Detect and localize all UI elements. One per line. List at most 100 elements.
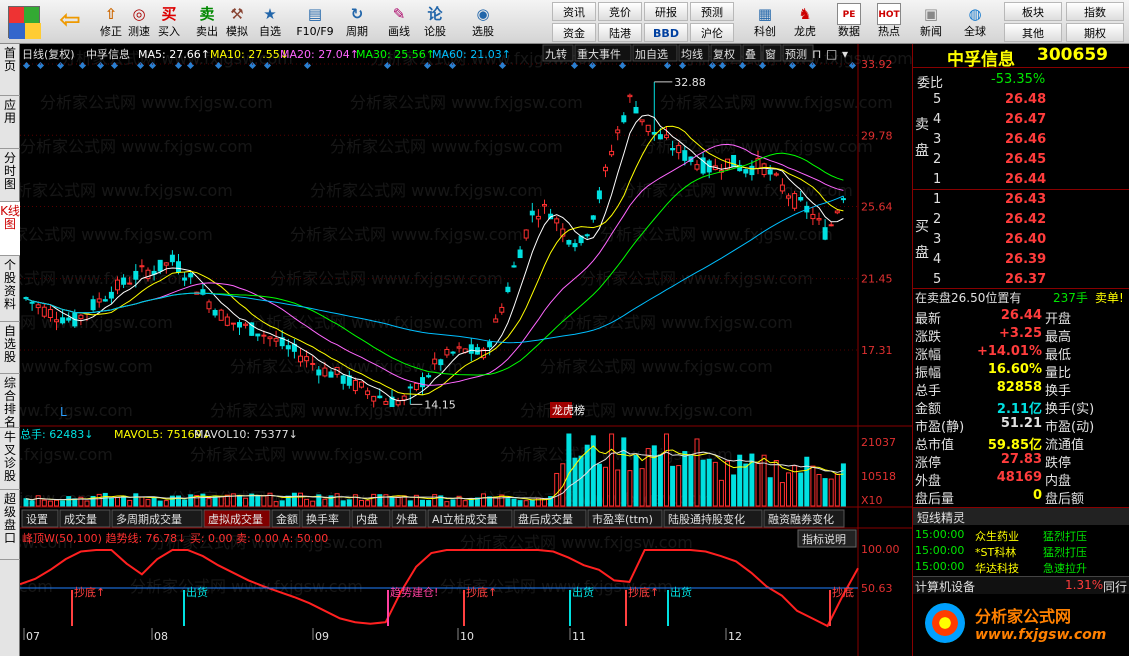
indicator-help-button[interactable]: 指标说明: [797, 529, 857, 548]
tech-button[interactable]: ▦ 科创: [746, 1, 784, 43]
header-tool-2[interactable]: 加自选: [632, 44, 678, 62]
event-marker[interactable]: [148, 61, 157, 70]
left-tab-4[interactable]: 个股资料: [0, 256, 20, 322]
event-marker[interactable]: [663, 61, 672, 70]
event-marker[interactable]: [808, 61, 817, 70]
far-button-0[interactable]: 板块: [1004, 2, 1062, 21]
drawline-button[interactable]: ✎ 画线: [384, 1, 414, 43]
left-tab-2[interactable]: 分时图: [0, 149, 20, 202]
far-button-3[interactable]: 期权: [1066, 23, 1124, 42]
dragon-button[interactable]: ♞ 龙虎: [786, 1, 824, 43]
sector-peers[interactable]: 同行: [1103, 580, 1128, 594]
sub-tab-6[interactable]: 内盘: [351, 509, 391, 528]
mini-button-4[interactable]: 研报: [644, 2, 688, 21]
mini-button-1[interactable]: 资金: [552, 23, 596, 42]
hot-button[interactable]: HOT 热点: [870, 1, 908, 43]
bid-row[interactable]: 2 26.42: [913, 210, 1129, 230]
indicator-pane[interactable]: [20, 549, 859, 628]
sub-tab-9[interactable]: 盘后成交量: [513, 509, 587, 528]
watchlist-button[interactable]: ★ 自选: [255, 1, 285, 43]
sub-tab-5[interactable]: 换手率: [301, 509, 351, 528]
header-tool-0[interactable]: 九转: [542, 44, 574, 62]
event-marker[interactable]: [263, 61, 272, 70]
sub-tab-1[interactable]: 成交量: [59, 509, 111, 528]
f10-button[interactable]: ▤ F10/F9: [294, 1, 336, 43]
sub-tab-10[interactable]: 市盈率(ttm): [587, 509, 663, 528]
mini-button-2[interactable]: 竞价: [598, 2, 642, 21]
left-tab-1[interactable]: 应用: [0, 96, 20, 149]
mini-button-5[interactable]: BBD: [644, 23, 688, 42]
sector-name[interactable]: 计算机设备: [915, 580, 976, 594]
lhb-badge[interactable]: [550, 402, 572, 418]
sub-tab-0[interactable]: 设置: [21, 509, 59, 528]
lock-icon[interactable]: ⊓: [812, 47, 821, 61]
modify-button[interactable]: ⇧ 修正: [96, 1, 126, 43]
sub-tab-4[interactable]: 金额: [271, 509, 301, 528]
more-icon[interactable]: ▾: [842, 47, 848, 61]
header-tool-7[interactable]: 预测: [782, 44, 814, 62]
mini-button-7[interactable]: 沪伦: [690, 23, 734, 42]
bid-row[interactable]: 4 26.39: [913, 250, 1129, 270]
header-tool-1[interactable]: 重大事件: [574, 44, 632, 62]
far-button-1[interactable]: 其他: [1004, 23, 1062, 42]
event-marker[interactable]: [383, 61, 392, 70]
far-button-2[interactable]: 指数: [1066, 2, 1124, 21]
sub-tab-2[interactable]: 多周期成交量: [111, 509, 203, 528]
ask-row[interactable]: 2 26.45: [913, 150, 1129, 170]
event-marker[interactable]: [788, 61, 797, 70]
news-button[interactable]: ▣ 新闻: [912, 1, 950, 43]
left-tab-7[interactable]: 牛叉诊股: [0, 428, 20, 490]
sell-button[interactable]: 卖卖出: [192, 1, 222, 43]
event-marker[interactable]: [588, 61, 597, 70]
buy-button[interactable]: 买买入: [154, 1, 184, 43]
header-tool-4[interactable]: 复权: [710, 44, 742, 62]
back-button[interactable]: ⇦: [52, 1, 88, 43]
volume-series[interactable]: [23, 433, 846, 507]
ask-row[interactable]: 4 26.47: [913, 110, 1129, 130]
mini-button-6[interactable]: 预测: [690, 2, 734, 21]
elf-row[interactable]: 15:00:00 众生药业 猛烈打压: [913, 528, 1129, 544]
header-tool-6[interactable]: 窗: [762, 44, 782, 62]
header-tool-3[interactable]: 均线: [678, 44, 710, 62]
left-tab-5[interactable]: 自选股: [0, 322, 20, 374]
event-marker[interactable]: [248, 61, 257, 70]
elf-row[interactable]: 15:00:00 *ST科林 猛烈打压: [913, 544, 1129, 560]
kline-chart-area[interactable]: 分析家公式网 www.fxjgsw.com 分析家公式网 www.fxjgsw.c…: [20, 44, 912, 656]
speed-button[interactable]: ◎ 测速: [124, 1, 154, 43]
elf-title[interactable]: 短线精灵: [917, 511, 966, 525]
bid-row[interactable]: 1 26.43: [913, 190, 1129, 210]
period-button[interactable]: ↻ 周期: [342, 1, 372, 43]
left-tab-0[interactable]: 首页: [0, 44, 20, 96]
simulate-button[interactable]: ⚒ 模拟: [222, 1, 252, 43]
bid-row[interactable]: 5 26.37: [913, 270, 1129, 290]
minimize-icon[interactable]: □: [826, 47, 837, 61]
event-marker[interactable]: [303, 61, 312, 70]
sub-tab-11[interactable]: 陆股通持股变化: [663, 509, 763, 528]
elf-row[interactable]: 15:00:00 华达科技 急速拉升: [913, 560, 1129, 576]
sub-tab-8[interactable]: AI立桩成交量: [427, 509, 513, 528]
event-marker[interactable]: [848, 61, 857, 70]
sub-tab-3[interactable]: 虚拟成交量: [203, 509, 271, 528]
data-button[interactable]: PE 数据: [830, 1, 868, 43]
event-marker[interactable]: [708, 61, 717, 70]
mini-button-0[interactable]: 资讯: [552, 2, 596, 21]
candle-body: [816, 218, 822, 221]
left-tab-6[interactable]: 综合排名: [0, 374, 20, 429]
ask-row[interactable]: 1 26.44: [913, 170, 1129, 190]
sub-tab-7[interactable]: 外盘: [391, 509, 427, 528]
sub-tab-12[interactable]: 融资融券变化: [763, 509, 845, 528]
mini-button-3[interactable]: 陆港: [598, 23, 642, 42]
discuss-button[interactable]: 论论股: [420, 1, 450, 43]
bid-row[interactable]: 3 26.40: [913, 230, 1129, 250]
ask-row[interactable]: 3 26.46: [913, 130, 1129, 150]
left-tab-8[interactable]: 超级盘口: [0, 490, 20, 560]
global-button[interactable]: ◍ 全球: [956, 1, 994, 43]
header-tool-5[interactable]: 叠: [742, 44, 762, 62]
event-marker[interactable]: [136, 61, 145, 70]
ask-row[interactable]: 5 26.48: [913, 90, 1129, 110]
candlestick-series[interactable]: [23, 81, 846, 408]
event-marker[interactable]: [423, 61, 432, 70]
picker-button[interactable]: ◉ 选股: [468, 1, 498, 43]
left-tab-3[interactable]: K线图: [0, 202, 20, 256]
event-marker[interactable]: [448, 61, 457, 70]
